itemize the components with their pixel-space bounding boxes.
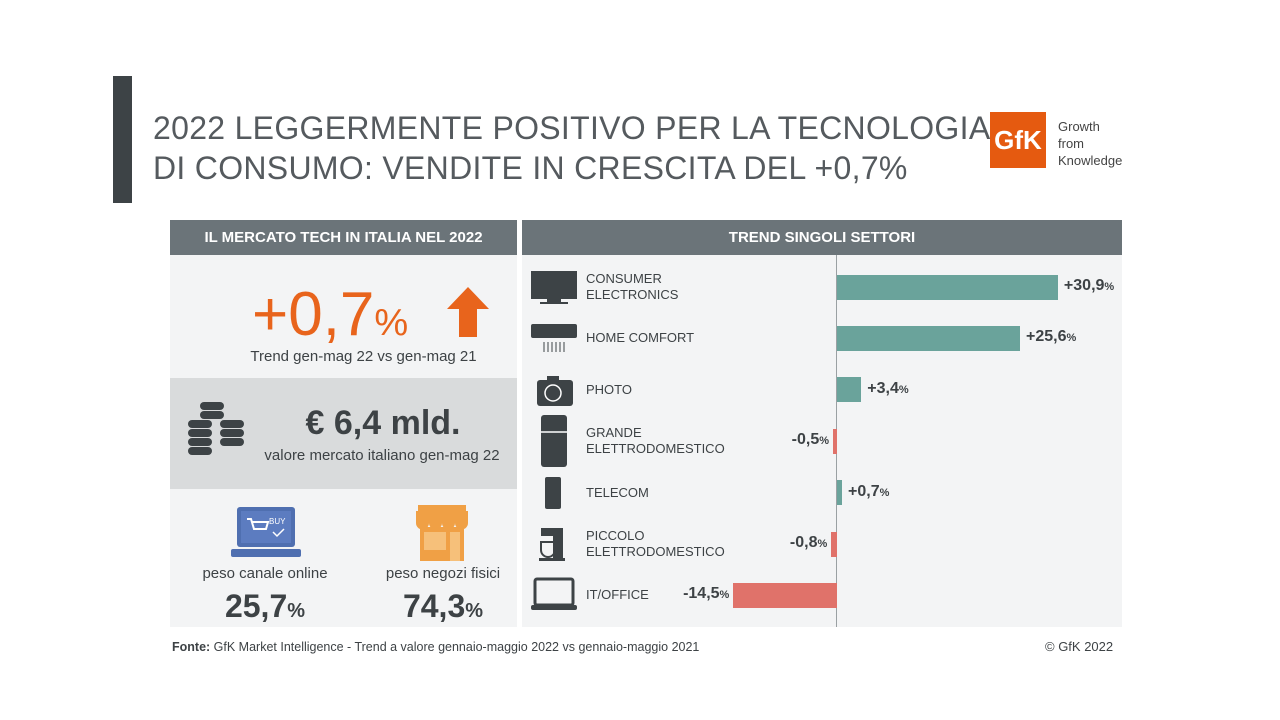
source-label: Fonte: <box>172 640 211 654</box>
value-label: +30,9% <box>1063 277 1115 294</box>
source-text: GfK Market Intelligence - Trend a valore… <box>210 640 700 654</box>
laptop-icon <box>531 577 577 618</box>
trend-caption: Trend gen-mag 22 vs gen-mag 21 <box>250 348 477 365</box>
sectors-panel-header: TREND SINGOLI SETTORI <box>522 220 1122 255</box>
sector-label: CONSUMER ELECTRONICS <box>586 271 678 303</box>
buy-label: BUY <box>269 517 286 526</box>
fridge-icon <box>531 415 577 472</box>
store-icon <box>416 505 468 561</box>
sector-label-line: PHOTO <box>586 381 632 397</box>
title-line-1: 2022 LEGGERMENTE POSITIVO PER LA TECNOLO… <box>153 110 991 146</box>
tv-icon <box>531 269 577 310</box>
smartphone-icon <box>531 475 577 516</box>
sector-label: PICCOLO ELETTRODOMESTICO <box>586 528 725 560</box>
sector-label-line: HOME COMFORT <box>586 330 695 346</box>
tagline-3: Knowledge <box>1058 153 1123 168</box>
source-note: Fonte: GfK Market Intelligence - Trend a… <box>172 640 699 654</box>
market-value: € 6,4 mld. <box>305 404 461 442</box>
bar-home-comfort <box>837 325 1021 351</box>
sector-label: IT/OFFICE <box>586 587 649 603</box>
copyright: © GfK 2022 <box>1045 639 1114 654</box>
value-label: -0,5% <box>791 431 829 449</box>
sector-label-line: ELETTRODOMESTICO <box>586 544 725 559</box>
online-value: 25,7 <box>224 588 288 624</box>
trend-unit: % <box>374 302 409 344</box>
stores-caption: peso negozi fisici <box>385 565 501 582</box>
air-conditioner-icon <box>531 320 577 361</box>
logo-tagline: Growth from Knowledge <box>1058 118 1122 169</box>
online-unit: % <box>287 600 306 622</box>
bar-grande-elettrodomestico <box>833 428 837 454</box>
stores-share: 74,3% <box>368 588 518 625</box>
sector-label-line: GRANDE <box>586 425 642 441</box>
value-label: +3,4% <box>867 379 909 397</box>
coins-icon <box>188 402 244 455</box>
arrow-up-icon <box>447 287 489 337</box>
tagline-2: from <box>1058 136 1084 151</box>
bar-consumer-electronics <box>837 274 1058 300</box>
stores-value: 74,3 <box>402 588 466 624</box>
title-accent-bar <box>113 76 132 203</box>
title-line-2: DI CONSUMO: VENDITE IN CRESCITA DEL +0,7… <box>153 150 908 186</box>
logo-mark: GfK <box>994 124 1042 155</box>
sector-label-line: ELETTRODOMESTICO <box>586 441 725 457</box>
sector-label: GRANDE ELETTRODOMESTICO <box>586 425 725 457</box>
sector-label-line: ELECTRONICS <box>586 287 679 302</box>
sector-label: HOME COMFORT <box>586 330 694 346</box>
market-panel-header: IL MERCATO TECH IN ITALIA NEL 2022 <box>170 220 517 255</box>
sector-label: PHOTO <box>586 382 632 398</box>
online-share: 25,7% <box>190 588 340 625</box>
bar-photo <box>837 377 862 403</box>
page-title: 2022 LEGGERMENTE POSITIVO PER LA TECNOLO… <box>153 108 990 188</box>
value-label: +0,7% <box>848 482 890 500</box>
sector-label-line: PICCOLO <box>586 528 645 543</box>
online-caption: peso canale online <box>202 565 328 582</box>
market-caption: valore mercato italiano gen-mag 22 <box>264 447 500 464</box>
value-label: -14,5% <box>683 585 730 603</box>
sector-label-line: CONSUMER <box>586 271 662 286</box>
value-label: -0,8% <box>789 534 828 551</box>
gfk-logo: GfK <box>990 112 1046 168</box>
sector-label-line: IT/OFFICE <box>586 587 649 603</box>
value-label: +25,6% <box>1026 328 1077 346</box>
sector-label: TELECOM <box>586 485 649 501</box>
sector-label-line: TELECOM <box>586 484 649 500</box>
bar-telecom <box>837 480 842 506</box>
camera-icon <box>531 372 577 413</box>
bar-it-office <box>733 582 837 608</box>
trend-number: +0,7 <box>252 280 375 349</box>
online-shop-laptop-icon: BUY <box>231 507 301 557</box>
mixer-icon <box>531 526 577 567</box>
trend-value: +0,7% <box>252 280 408 358</box>
stores-unit: % <box>465 600 484 622</box>
bar-piccolo-elettrodomestico <box>831 531 837 557</box>
tagline-1: Growth <box>1058 119 1100 134</box>
